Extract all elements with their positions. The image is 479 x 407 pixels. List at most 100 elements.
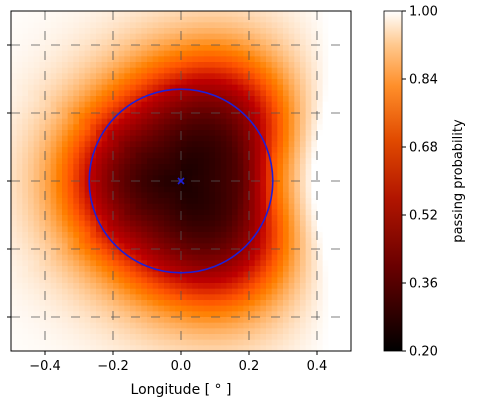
heatmap-cell [271,215,278,222]
heatmap-cell [345,39,351,46]
heatmap-cell [141,158,148,165]
heatmap-cell [22,300,29,307]
heatmap-cell [164,96,171,103]
heatmap-cell [118,101,125,108]
heatmap-cell [124,283,131,290]
heatmap-cell [79,345,86,351]
heatmap-cell [147,147,154,154]
heatmap-cell [135,130,142,137]
heatmap-cell [300,220,307,227]
heatmap-cell [11,107,18,114]
heatmap-cell [220,152,227,159]
heatmap-cell [73,266,80,273]
heatmap-cell [243,249,250,256]
heatmap-cell [334,67,341,74]
heatmap-cell [28,209,35,216]
heatmap-cell [249,345,256,351]
heatmap-cell [283,345,290,351]
heatmap-cell [62,186,69,193]
heatmap-cell [186,50,193,57]
heatmap-cell [232,328,239,335]
heatmap-cell [33,288,40,295]
heatmap-cell [135,135,142,142]
heatmap-cell [28,147,35,154]
heatmap-cell [288,50,295,57]
heatmap-cell [181,232,188,239]
heatmap-cell [283,124,290,131]
heatmap-cell [11,175,18,182]
heatmap-cell [16,45,23,52]
heatmap-cell [339,73,346,80]
heatmap-cell [345,28,351,35]
heatmap-cell [152,317,159,324]
heatmap-cell [135,249,142,256]
heatmap-cell [192,67,199,74]
heatmap-cell [130,90,137,97]
heatmap-cell [62,294,69,301]
heatmap-cell [322,130,329,137]
heatmap-cell [215,28,222,35]
heatmap-cell [67,84,74,91]
heatmap-cell [277,56,284,63]
heatmap-cell [39,192,46,199]
heatmap-cell [339,113,346,120]
heatmap-cell [96,249,103,256]
heatmap-cell [45,62,52,69]
heatmap-cell [186,175,193,182]
heatmap-cell [152,124,159,131]
heatmap-cell [181,90,188,97]
heatmap-cell [16,181,23,188]
heatmap-cell [237,28,244,35]
heatmap-cell [254,181,261,188]
heatmap-cell [135,56,142,63]
heatmap-cell [226,84,233,91]
heatmap-cell [339,249,346,256]
heatmap-cell [130,192,137,199]
heatmap-cell [300,62,307,69]
heatmap-cell [135,300,142,307]
heatmap-cell [322,254,329,261]
heatmap-cell [277,135,284,142]
heatmap-cell [11,28,18,35]
heatmap-cell [181,28,188,35]
heatmap-cell [215,96,222,103]
heatmap-cell [141,226,148,233]
heatmap-cell [175,124,182,131]
heatmap-cell [254,322,261,329]
heatmap-cell [254,288,261,295]
heatmap-cell [271,192,278,199]
heatmap-cell [243,277,250,284]
heatmap-cell [45,232,52,239]
heatmap-cell [283,56,290,63]
heatmap-cell [67,147,74,154]
heatmap-cell [305,215,312,222]
heatmap-cell [124,22,131,29]
heatmap-cell [79,198,86,205]
heatmap-cell [62,67,69,74]
heatmap-cell [192,186,199,193]
heatmap-cell [175,169,182,176]
heatmap-cell [226,130,233,137]
heatmap-cell [16,334,23,341]
heatmap-cell [283,198,290,205]
heatmap-cell [96,22,103,29]
heatmap-cell [220,113,227,120]
heatmap-cell [164,266,171,273]
heatmap-cell [107,249,114,256]
heatmap-cell [271,260,278,267]
heatmap-cell [158,232,165,239]
heatmap-cell [118,288,125,295]
heatmap-cell [266,147,273,154]
heatmap-cell [130,62,137,69]
heatmap-cell [220,305,227,312]
heatmap-cell [288,11,295,18]
heatmap-cell [226,198,233,205]
heatmap-cell [152,192,159,199]
heatmap-cell [322,328,329,335]
heatmap-cell [254,232,261,239]
heatmap-cell [249,96,256,103]
heatmap-cell [277,283,284,290]
heatmap-cell [283,62,290,69]
heatmap-cell [45,147,52,154]
heatmap-cell [198,288,205,295]
